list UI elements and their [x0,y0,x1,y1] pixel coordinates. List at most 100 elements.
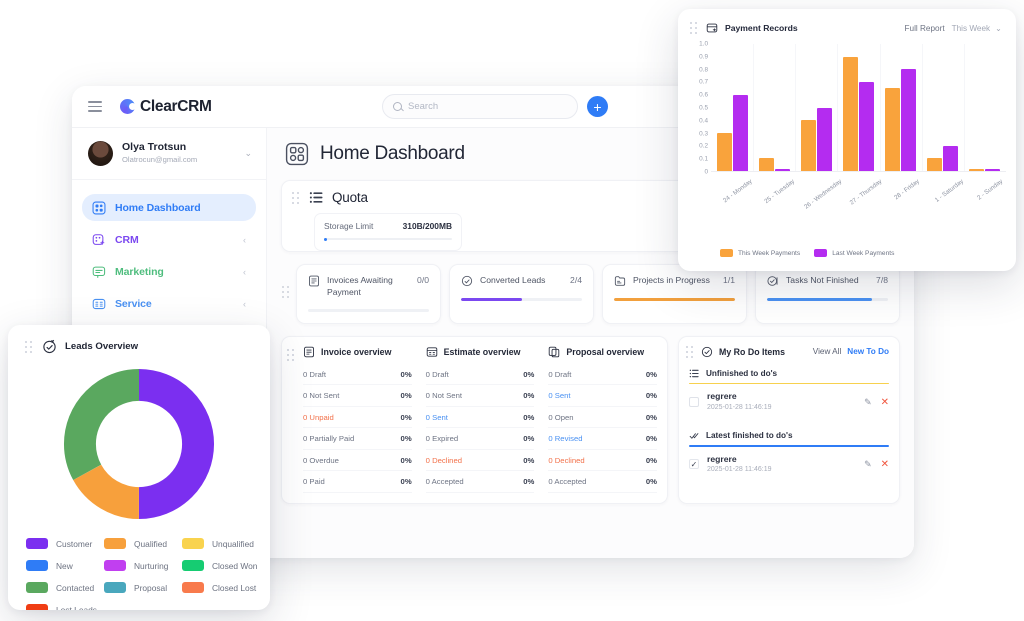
todo-item[interactable]: regrere 2025-01-28 11:46:19 ✎ ✕ [679,384,899,420]
overview-row-label: 0 Draft [425,369,449,379]
overview-row: 0 Accepted 0% [548,471,658,493]
bar[interactable] [885,88,901,171]
legend-item-lost-leads[interactable]: Lost Leads [26,604,104,610]
bar[interactable] [774,169,790,171]
payment-icon [706,23,718,33]
bar[interactable] [927,158,943,171]
kpi-card-tasks-not-finished[interactable]: Tasks Not Finished 7/8 [755,264,900,324]
bar[interactable] [800,120,816,171]
bar[interactable] [985,169,1001,171]
drag-handle-icon[interactable] [282,286,291,298]
bar[interactable] [901,69,917,171]
bar[interactable] [858,82,874,171]
todo-title: My Ro Do Items [719,346,785,357]
overview-row-label: 0 Not Sent [425,391,462,401]
legend-label: Lost Leads [56,604,97,611]
drag-handle-icon[interactable] [292,191,301,204]
overview-row-pct: 0% [645,477,658,487]
drag-handle-icon[interactable] [25,340,34,353]
page-title-text: Home Dashboard [320,143,465,164]
main-content: Home Dashboard Quota Storage Limit [267,128,914,558]
date-range-selector[interactable]: This Week ⌄ [952,23,1002,34]
y-tick: 0.9 [699,53,708,61]
leads-overview-header: Leads Overview [8,325,270,354]
add-button[interactable]: + [587,96,608,117]
sidebar-item-service[interactable]: Service ‹ [82,290,256,317]
delete-icon[interactable]: ✕ [880,458,889,470]
todo-item[interactable]: ✓ regrere 2025-01-28 11:46:19 ✎ ✕ [679,447,899,483]
legend-item-closed-won[interactable]: Closed Won [182,560,266,571]
user-profile[interactable]: Olya Trotsun Olatrocun@gmail.com ⌄ [72,128,266,180]
bar[interactable] [943,145,959,171]
legend-item-new[interactable]: New [26,560,104,571]
estimate-overview-column: Estimate overview 0 Draft 0% 0 Not Sent 0%… [422,337,545,493]
overview-row-pct: 0% [400,434,412,444]
legend-swatch [182,560,204,571]
delete-icon[interactable]: ✕ [880,396,889,408]
legend-swatch [26,604,48,610]
new-todo-button[interactable]: New To Do [847,347,889,357]
bar[interactable] [816,107,832,171]
drag-handle-icon[interactable] [690,22,699,34]
sidebar-item-marketing[interactable]: Marketing ‹ [82,258,256,285]
bar[interactable] [716,132,732,171]
kpi-card-projects-in-progress[interactable]: Projects in Progress 1/1 [602,264,747,324]
legend-swatch [104,538,126,549]
bar-group [964,44,1006,171]
legend-item-qualified[interactable]: Qualified [104,538,182,549]
legend-item-contacted[interactable]: Contacted [26,582,104,593]
sidebar-item-crm[interactable]: CRM ‹ [82,226,256,253]
overview-row-label: 0 Expired [425,434,459,444]
full-report-button[interactable]: Full Report [904,23,945,33]
invoice-icon [304,346,314,358]
kpi-card-converted-leads[interactable]: Converted Leads 2/4 [449,264,594,324]
brand-logo: ClearCRM [120,98,212,116]
todo-checkbox[interactable]: ✓ [689,459,699,470]
bar[interactable] [842,56,858,171]
legend-item-nurturing[interactable]: Nurturing [104,560,182,571]
task-check-icon [767,276,778,286]
todo-check-icon [701,346,713,357]
user-email: Olatrocun@gmail.com [122,155,198,165]
kpi-value: 0/0 [417,275,429,285]
chart-legend: This Week Payments Last Week Payments [720,249,894,257]
drag-handle-icon[interactable] [287,348,296,361]
y-axis-labels: 1.0 0.9 0.8 0.7 0.6 0.5 0.4 0.3 0.2 0.1 … [686,41,708,176]
bar[interactable] [969,169,985,171]
overview-title: Invoice overview [321,346,392,357]
view-all-button[interactable]: View All [812,347,842,357]
legend-item-customer[interactable]: Customer [26,538,104,549]
todo-panel: My Ro Do Items View All New To Do Unfini… [678,335,900,504]
overview-row: 0 Unpaid 0% [303,407,412,429]
chevron-down-icon[interactable]: ⌄ [244,148,252,158]
overview-row: 0 Accepted 0% [425,471,535,493]
legend-swatch [720,249,733,257]
legend-label: Unqualified [212,538,254,549]
overview-title: Estimate overview [443,346,521,357]
leads-overview-title: Leads Overview [65,341,139,352]
donut-segment-contacted[interactable] [63,368,215,520]
sidebar-item-home-dashboard[interactable]: Home Dashboard [82,194,256,221]
chevron-icon: ‹ [243,234,246,245]
bar[interactable] [758,158,774,171]
kpi-progress [308,309,429,312]
todo-checkbox[interactable] [689,397,699,408]
kpi-value: 1/1 [723,275,735,285]
y-tick: 0.3 [699,130,708,138]
legend-label: Qualified [134,538,168,549]
edit-icon[interactable]: ✎ [864,396,872,407]
drag-handle-icon[interactable] [686,345,695,358]
hamburger-icon[interactable] [88,101,102,112]
overview-row-label: 0 Declined [548,455,585,465]
legend-item-unqualified[interactable]: Unqualified [182,538,266,549]
sidebar-item-label: Marketing [115,265,164,278]
kpi-card-invoices-awaiting-payment[interactable]: Invoices Awaiting Payment 0/0 [296,264,441,324]
bar[interactable] [732,94,748,171]
search-input[interactable]: Search [382,94,578,119]
edit-icon[interactable]: ✎ [864,458,872,469]
overview-row-label: 0 Draft [303,369,327,379]
storage-progress-bar [324,237,452,241]
todo-header: My Ro Do Items View All New To Do [679,337,899,358]
legend-item-closed-lost[interactable]: Closed Lost [182,582,266,593]
legend-item-proposal[interactable]: Proposal [104,582,182,593]
